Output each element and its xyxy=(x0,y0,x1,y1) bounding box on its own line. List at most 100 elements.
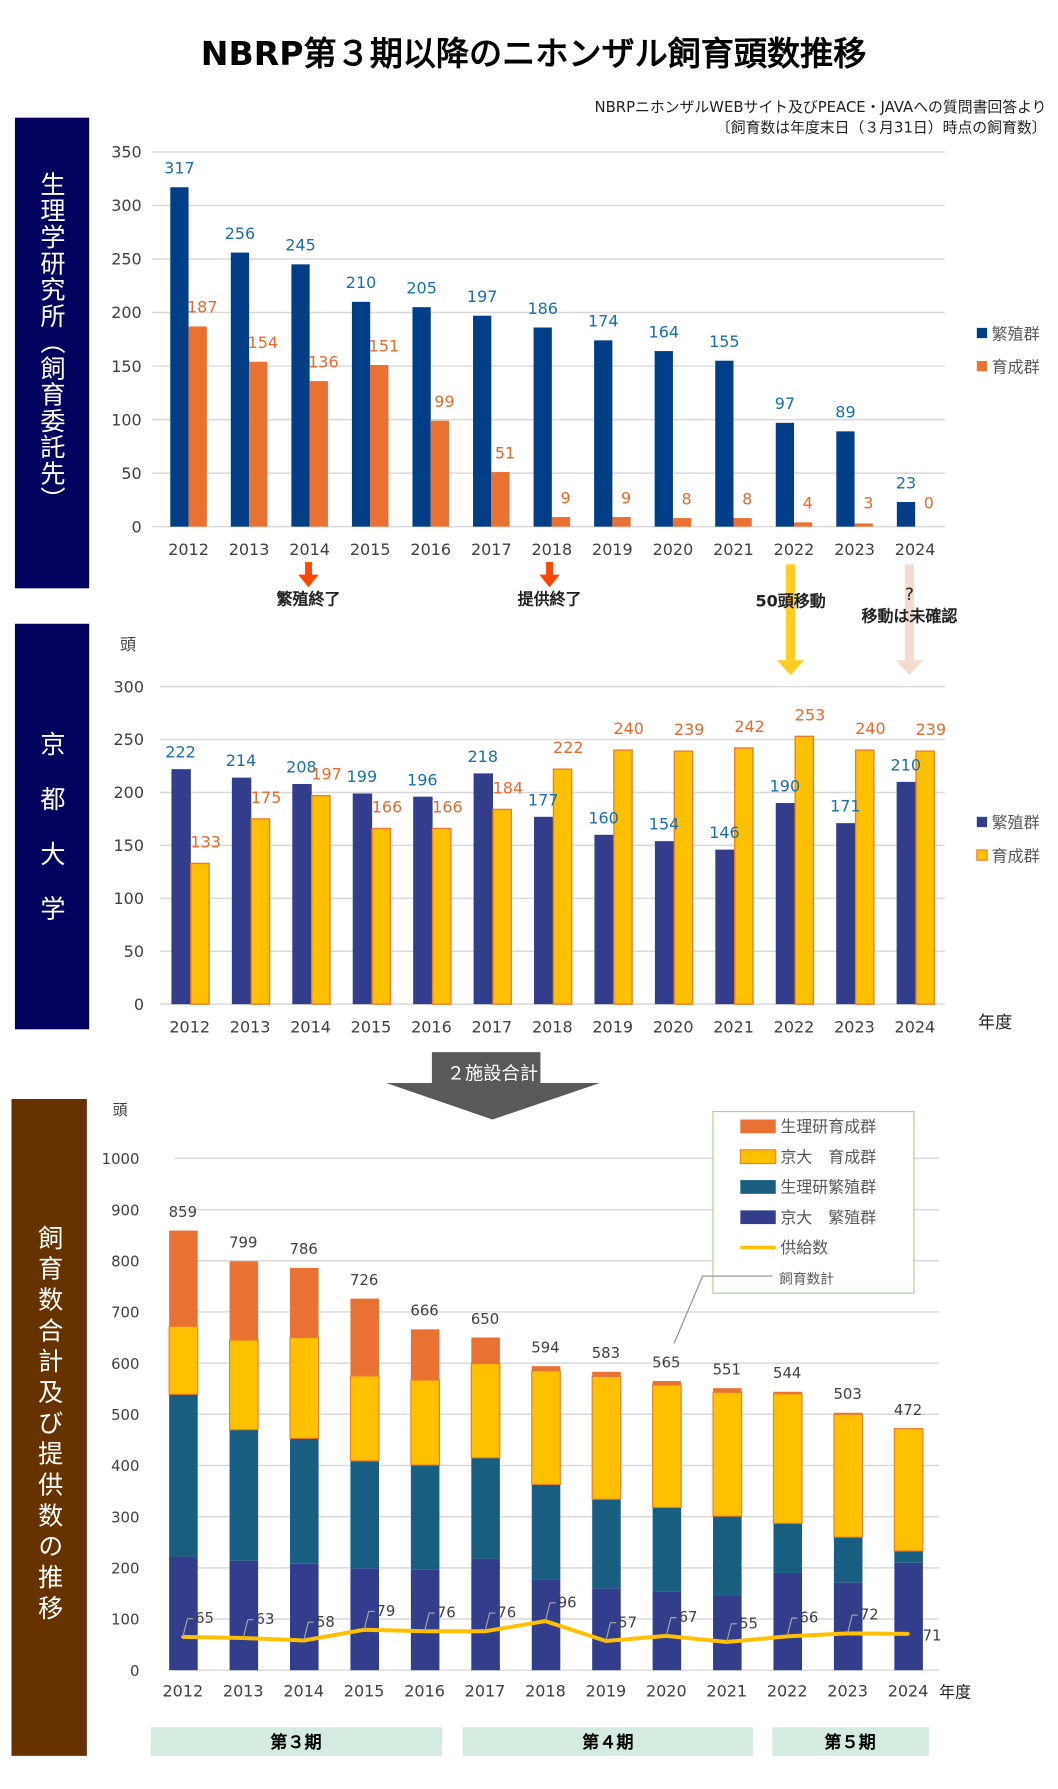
bar-breeding xyxy=(473,315,492,527)
x-tick-label: 2015 xyxy=(350,540,391,559)
bar-breeding xyxy=(170,187,189,527)
stack-kyoto-rearing xyxy=(229,1339,259,1431)
stack-nips-rearing xyxy=(531,1366,561,1371)
data-label-rearing: 166 xyxy=(432,797,463,816)
y-tick-label: 600 xyxy=(111,1355,139,1373)
banner-kyoto-label: 京都大学 xyxy=(37,731,66,950)
chart-nips: 0 50 100 150 200 250 300 350 2012 2013 2014 2015 201… xyxy=(111,143,1039,560)
period-3-label: 第３期 xyxy=(270,1732,321,1753)
stack-kyoto-breeding xyxy=(290,1563,319,1671)
stack-nips-breeding xyxy=(531,1484,561,1580)
bar-rearing xyxy=(371,827,392,1005)
x-tick-label: 2024 xyxy=(895,540,936,559)
total-label: 503 xyxy=(833,1385,861,1403)
bar-breeding xyxy=(654,351,673,527)
data-label-rearing: 0 xyxy=(924,493,934,512)
bar-rearing xyxy=(431,827,452,1005)
legend-label-rearing: 育成群 xyxy=(992,846,1040,865)
stack-nips-rearing xyxy=(592,1371,621,1377)
data-label-rearing: 133 xyxy=(190,832,221,851)
bar-breeding xyxy=(836,431,855,527)
total-label: 786 xyxy=(290,1240,318,1258)
supply-label-leader xyxy=(484,1612,496,1632)
x-tick-label: 2018 xyxy=(525,1681,566,1700)
bar-breeding xyxy=(896,781,917,1005)
stack-kyoto-breeding xyxy=(833,1582,863,1671)
supply-point xyxy=(181,1635,185,1639)
y-tick-label: 0 xyxy=(132,517,142,536)
y-axis-unit: 頭 xyxy=(120,635,136,654)
y-tick-label: 100 xyxy=(111,1611,139,1629)
question-mark: ? xyxy=(905,585,914,605)
data-label-breeding: 154 xyxy=(649,815,680,834)
stack-kyoto-breeding xyxy=(350,1568,380,1671)
data-label-rearing: 222 xyxy=(553,738,584,757)
stack-kyoto-rearing xyxy=(470,1363,501,1459)
stack-nips-breeding xyxy=(290,1438,319,1564)
bar-breeding xyxy=(715,849,735,1005)
x-tick-label: 2015 xyxy=(351,1018,392,1037)
data-label-breeding: 208 xyxy=(286,758,317,777)
source-note-2: 〔飼育数は年度末日（３月31日）時点の飼育数〕 xyxy=(716,119,1047,137)
bar-breeding xyxy=(412,307,431,527)
bar-breeding xyxy=(230,252,250,527)
chart-total: 0 100 200 300 400 500 600 700 800 900 1000 2012 2013… xyxy=(102,1101,971,1702)
stack-kyoto-breeding xyxy=(410,1569,440,1671)
x-tick-label: 2022 xyxy=(774,1018,815,1037)
bar-breeding xyxy=(171,769,191,1005)
data-label-rearing: 239 xyxy=(916,720,947,739)
x-tick-label: 2020 xyxy=(653,1018,694,1037)
bar-breeding xyxy=(654,841,675,1005)
legend-label: 生理研繁殖群 xyxy=(780,1178,876,1197)
y-tick-label: 900 xyxy=(111,1201,139,1219)
x-tick-label: 2016 xyxy=(411,1018,452,1037)
data-label-rearing: 240 xyxy=(855,719,886,738)
x-tick-label: 2013 xyxy=(229,540,270,559)
combine-arrow xyxy=(386,1052,600,1120)
supply-label: 58 xyxy=(316,1613,335,1631)
data-label-rearing: 239 xyxy=(674,720,705,739)
legend-label: 生理研育成群 xyxy=(780,1117,876,1136)
data-label-breeding: 177 xyxy=(528,790,559,809)
x-tick-label: 2019 xyxy=(592,540,633,559)
data-label-breeding: 89 xyxy=(835,403,855,422)
bar-rearing xyxy=(854,523,873,527)
legend-label-breeding: 繁殖群 xyxy=(992,324,1040,343)
period-4-box xyxy=(462,1727,753,1756)
moved-50-label: 50頭移動 xyxy=(756,592,826,611)
legend-label: 京大 育成群 xyxy=(780,1147,876,1166)
x-tick-label: 2014 xyxy=(289,540,330,559)
x-tick-label: 2020 xyxy=(646,1681,687,1700)
bar-breeding xyxy=(473,773,494,1005)
stack-kyoto-rearing xyxy=(289,1336,320,1439)
stack-nips-breeding xyxy=(229,1429,259,1561)
period-4-label: 第４期 xyxy=(582,1732,633,1753)
stack-nips-rearing xyxy=(773,1391,803,1394)
chart-kyoto: 0 50 100 150 200 250 300 2012 2013 2014 2015 2016 20… xyxy=(113,635,1039,1037)
stack-kyoto-breeding xyxy=(894,1562,923,1671)
supply-end-arrow xyxy=(539,562,560,588)
stack-nips-breeding xyxy=(652,1507,682,1592)
data-label-rearing: 184 xyxy=(493,778,524,797)
bar-rearing xyxy=(854,749,875,1005)
legend-label: 飼育数計 xyxy=(779,1271,834,1287)
supply-label-leader xyxy=(363,1610,375,1630)
x-tick-label: 2012 xyxy=(163,1681,204,1700)
bar-breeding xyxy=(715,360,734,527)
total-label: 472 xyxy=(894,1401,922,1419)
supply-label-leader xyxy=(847,1614,858,1634)
bar-rearing xyxy=(673,750,694,1005)
stack-kyoto-rearing xyxy=(591,1375,622,1500)
data-label-breeding: 199 xyxy=(347,767,378,786)
total-label: 544 xyxy=(773,1364,801,1382)
bar-breeding xyxy=(352,793,373,1005)
supply-label: 66 xyxy=(799,1609,818,1627)
x-tick-label: 2023 xyxy=(834,540,875,559)
y-tick-label: 50 xyxy=(124,942,144,961)
y-tick-label: 700 xyxy=(111,1304,139,1322)
x-tick-label: 2019 xyxy=(586,1681,627,1700)
stack-nips-rearing xyxy=(410,1329,440,1381)
source-note: NBRPニホンザルWEBサイト及びPEACE・JAVAへの質問書回答より xyxy=(594,98,1046,116)
bar-rearing xyxy=(734,747,754,1005)
